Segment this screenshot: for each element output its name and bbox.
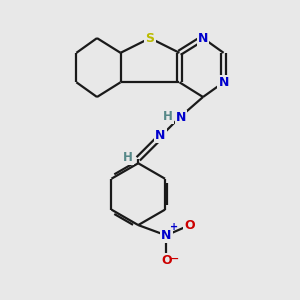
Text: +: + (170, 222, 178, 232)
Text: N: N (198, 32, 208, 45)
Text: O: O (161, 254, 172, 267)
Text: O: O (184, 219, 195, 232)
Text: H: H (163, 110, 173, 123)
Text: S: S (146, 32, 154, 45)
Text: N: N (176, 111, 186, 124)
Text: N: N (218, 76, 229, 89)
Text: N: N (161, 229, 171, 242)
Text: H: H (123, 151, 133, 164)
Text: N: N (155, 129, 166, 142)
Text: −: − (170, 254, 179, 264)
